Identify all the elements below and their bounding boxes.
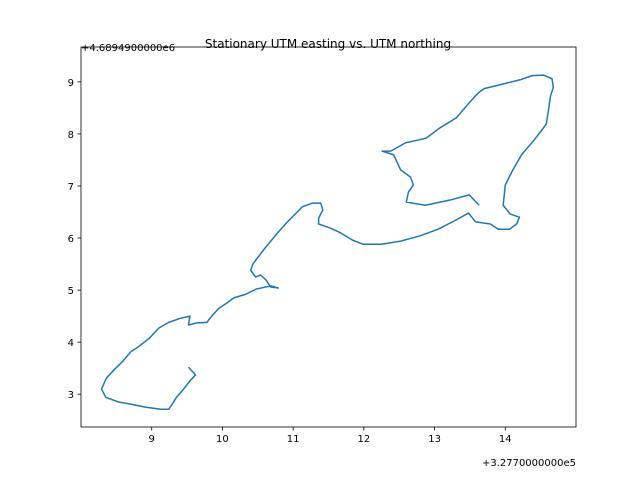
chart-title: Stationary UTM easting vs. UTM northing <box>205 37 451 51</box>
x-tick-label: 14 <box>499 434 512 445</box>
axes-frame <box>80 46 577 428</box>
y-offset-label: +4.6894900000e6 <box>81 43 175 54</box>
x-tick-label: 9 <box>149 434 155 445</box>
y-tick-label: 3 <box>68 390 74 401</box>
y-tick-label: 5 <box>68 286 74 297</box>
y-tick-label: 8 <box>68 130 74 141</box>
x-tick-label: 11 <box>287 434 300 445</box>
y-tick-label: 4 <box>68 338 74 349</box>
y-tick-label: 9 <box>68 78 74 89</box>
x-tick-label: 12 <box>357 434 370 445</box>
data-line <box>100 74 555 411</box>
x-offset-label: +3.2770000000e5 <box>482 458 576 469</box>
y-tick-label: 7 <box>68 182 74 193</box>
x-tick-label: 13 <box>428 434 441 445</box>
y-tick-label: 6 <box>68 234 74 245</box>
x-tick-label: 10 <box>216 434 229 445</box>
